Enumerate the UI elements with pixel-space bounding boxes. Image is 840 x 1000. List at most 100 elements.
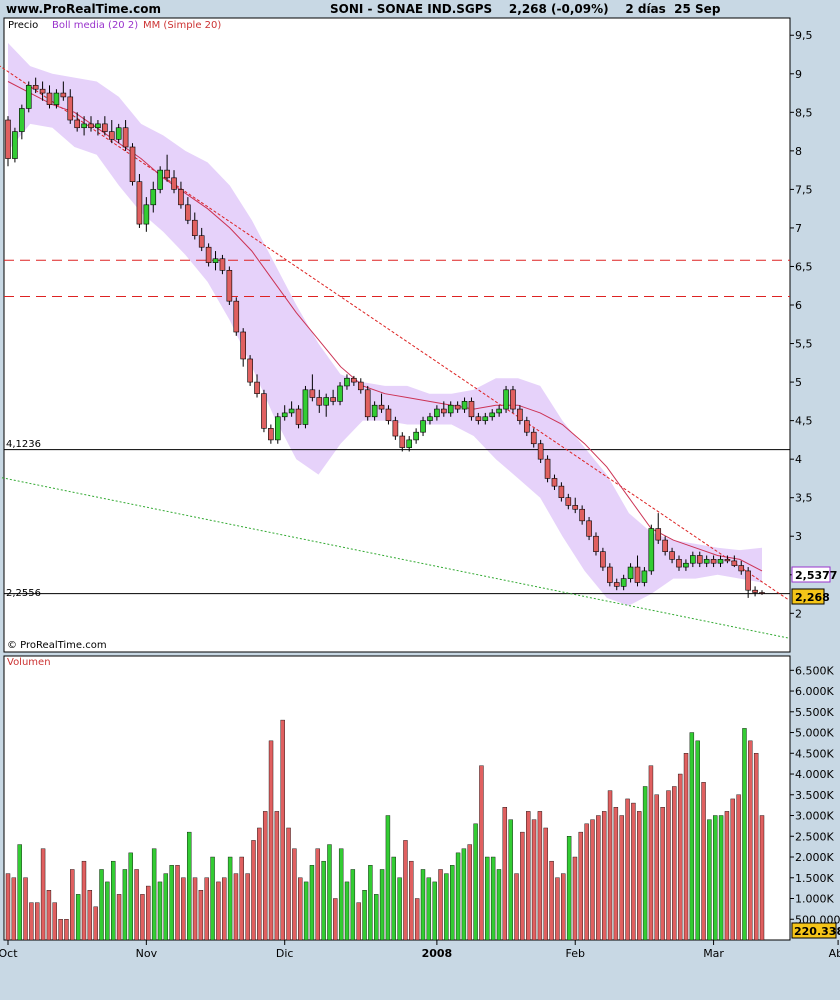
candle-body bbox=[613, 582, 620, 587]
volume-bar bbox=[409, 860, 414, 941]
candle-body bbox=[351, 377, 357, 383]
volume-bar bbox=[122, 869, 128, 941]
candle-body bbox=[461, 401, 468, 410]
candle-body bbox=[212, 258, 219, 263]
candle-body bbox=[115, 127, 122, 140]
candle-body bbox=[129, 146, 136, 182]
candle-body bbox=[205, 246, 212, 263]
candle-body bbox=[489, 412, 496, 418]
volume-bar bbox=[146, 885, 151, 941]
volume-bar bbox=[251, 840, 256, 941]
candle-body bbox=[191, 219, 198, 236]
volume-bar bbox=[490, 856, 496, 941]
volume-bar bbox=[619, 815, 624, 941]
volume-bar bbox=[163, 873, 169, 941]
volume-bar bbox=[724, 811, 730, 941]
volume-bar bbox=[461, 848, 467, 941]
price-layer bbox=[0, 43, 790, 639]
volume-tick-label: 5.000K bbox=[795, 727, 834, 740]
candle-body bbox=[475, 416, 482, 421]
volume-bar bbox=[233, 873, 239, 941]
volume-bar bbox=[631, 802, 636, 941]
candle-body bbox=[219, 258, 226, 271]
volume-bar bbox=[268, 740, 274, 941]
candle-body bbox=[607, 566, 613, 583]
volume-bar bbox=[35, 902, 40, 941]
candle-body bbox=[157, 169, 163, 190]
volume-bar bbox=[333, 898, 338, 941]
candle-body bbox=[703, 559, 710, 564]
candle-body bbox=[620, 578, 627, 587]
candle-body bbox=[178, 189, 184, 206]
volume-bar bbox=[514, 873, 519, 941]
volume-bar bbox=[596, 815, 601, 941]
candle-body bbox=[164, 169, 170, 179]
candle-body bbox=[690, 555, 696, 564]
volume-bar bbox=[450, 865, 455, 941]
volume-tick-label: 4.000K bbox=[795, 768, 834, 781]
volume-bar bbox=[93, 906, 98, 941]
volume-bar bbox=[344, 881, 350, 941]
volume-bar bbox=[327, 844, 332, 941]
candle-body bbox=[150, 189, 157, 206]
candle-body bbox=[440, 408, 447, 414]
price-tick-label: 7,5 bbox=[795, 183, 813, 196]
candle-body bbox=[586, 520, 592, 537]
candle-body bbox=[95, 123, 101, 129]
legend-boll: Boll media (20 2) bbox=[52, 20, 138, 31]
candle-body bbox=[669, 551, 675, 560]
candle-body bbox=[88, 123, 94, 129]
last-price-value: 2,268 bbox=[795, 591, 830, 604]
volume-bar bbox=[672, 786, 677, 941]
volume-bar bbox=[216, 881, 221, 941]
candle-body bbox=[309, 389, 316, 398]
volume-bar bbox=[204, 877, 209, 941]
candle-body bbox=[738, 565, 745, 572]
volume-bar bbox=[736, 794, 741, 941]
volume-bar bbox=[420, 869, 426, 941]
volume-bar bbox=[689, 732, 695, 941]
candle-body bbox=[572, 505, 579, 510]
price-tick-label: 7 bbox=[795, 222, 802, 235]
volume-bar bbox=[58, 919, 63, 941]
candle-body bbox=[81, 123, 87, 129]
volume-bar bbox=[280, 719, 285, 941]
candle-body bbox=[530, 431, 537, 445]
volume-bar bbox=[572, 856, 578, 941]
volume-panel bbox=[3, 655, 791, 941]
volume-bar bbox=[23, 877, 28, 941]
candle-body bbox=[717, 559, 724, 564]
candle-body bbox=[641, 570, 648, 583]
volume-bar bbox=[368, 865, 373, 941]
volume-bar bbox=[566, 836, 572, 941]
candle-body bbox=[316, 397, 323, 406]
candle-body bbox=[288, 408, 295, 414]
candle-body bbox=[759, 592, 765, 594]
candle-body bbox=[371, 404, 378, 418]
candle-body bbox=[662, 539, 668, 552]
candle-body bbox=[19, 108, 25, 132]
price-tick-label: 4 bbox=[795, 453, 802, 466]
candle-body bbox=[385, 408, 392, 421]
candle-body bbox=[67, 96, 74, 121]
volume-bar bbox=[87, 890, 93, 941]
candle-body bbox=[724, 559, 731, 562]
candle-body bbox=[330, 397, 336, 402]
volume-bar bbox=[432, 881, 437, 941]
volume-bar bbox=[391, 856, 396, 941]
volume-bar bbox=[759, 815, 765, 941]
volume-bar bbox=[502, 807, 508, 941]
candle-body bbox=[39, 88, 46, 94]
volume-bar bbox=[17, 844, 22, 941]
volume-tick-label: 1.500K bbox=[795, 872, 834, 885]
volume-bar bbox=[403, 840, 408, 941]
candle-body bbox=[551, 478, 558, 487]
volume-tick-label: 3.000K bbox=[795, 810, 834, 823]
candle-body bbox=[12, 131, 18, 159]
price-tick-label: 9 bbox=[795, 68, 802, 81]
candle-body bbox=[198, 235, 205, 248]
volume-bar bbox=[718, 815, 724, 941]
volume-bar bbox=[660, 807, 665, 941]
candle-body bbox=[503, 389, 509, 410]
